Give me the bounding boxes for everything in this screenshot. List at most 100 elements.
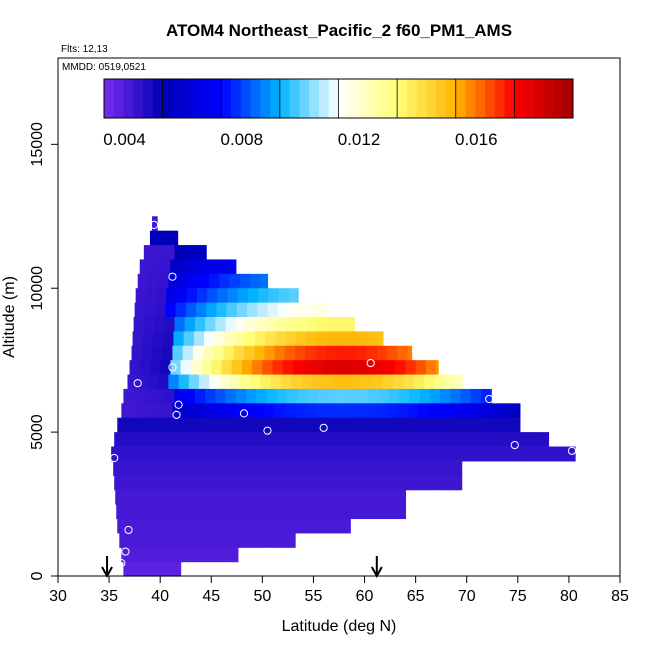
heatmap-cell: [184, 317, 196, 332]
colorbar-segment: [416, 79, 427, 118]
heatmap-cell: [290, 374, 302, 390]
y-axis-label: Altitude (m): [1, 276, 18, 358]
heatmap-cell: [530, 446, 541, 462]
heatmap-cell: [258, 489, 270, 505]
heatmap-cell: [158, 417, 169, 433]
heatmap-cell: [328, 475, 340, 491]
heatmap-cell: [321, 417, 333, 433]
heatmap-cell: [515, 417, 521, 433]
heatmap-cell: [252, 532, 263, 548]
heatmap-cell: [370, 489, 382, 505]
colorbar-segment: [133, 79, 144, 118]
colorbar-segment: [309, 79, 320, 118]
colorbar-segment: [123, 79, 134, 118]
colorbar-segment: [279, 79, 291, 118]
heatmap-cell: [182, 547, 194, 563]
heatmap-cell: [158, 518, 169, 534]
colorbar-segment: [387, 79, 398, 118]
heatmap-cell: [374, 360, 386, 376]
heatmap-cell: [495, 417, 507, 433]
heatmap-cell: [211, 360, 223, 376]
heatmap-cell: [335, 345, 347, 361]
heatmap-cell: [400, 432, 412, 448]
heatmap-cell: [113, 460, 124, 476]
heatmap-cell: [288, 288, 299, 304]
heatmap-cell: [348, 317, 355, 332]
heatmap-cell: [125, 489, 137, 505]
heatmap-cell: [137, 273, 149, 289]
heatmap-cell: [149, 259, 161, 275]
x-tick-label: 50: [253, 588, 271, 605]
heatmap-cell: [135, 288, 147, 304]
heatmap-cell: [280, 374, 292, 390]
heatmap-cell: [114, 432, 126, 448]
colorbar-segment: [162, 79, 173, 118]
heatmap-cell: [429, 460, 441, 476]
colorbar-segment: [543, 79, 554, 118]
heatmap-cell: [233, 547, 239, 563]
heatmap-cell: [331, 518, 343, 534]
heatmap-cell: [368, 388, 380, 404]
heatmap-cell: [410, 475, 422, 491]
heatmap-cell: [172, 446, 184, 462]
heatmap-cell: [227, 288, 239, 304]
heatmap-cell: [145, 288, 157, 304]
heatmap-cell: [287, 302, 299, 318]
heatmap-cell: [166, 288, 178, 304]
heatmap-cell: [325, 403, 337, 419]
heatmap-cell: [194, 317, 206, 332]
heatmap-cell: [175, 432, 187, 448]
heatmap-cell: [315, 403, 327, 419]
heatmap-cell: [325, 446, 337, 462]
colorbar-segment: [191, 79, 203, 118]
heatmap-cell: [307, 460, 319, 476]
heatmap-cell: [168, 374, 180, 390]
heatmap-cell: [207, 288, 219, 304]
heatmap-cell: [420, 432, 432, 448]
heatmap-cell: [410, 432, 422, 448]
heatmap-cell: [121, 403, 133, 419]
heatmap-cell: [248, 288, 259, 304]
x-axis: 30 35 40 45 50 55 60 65 70 75 80 85: [49, 576, 629, 605]
sample-point: [124, 525, 133, 535]
heatmap-cell: [145, 489, 157, 505]
heatmap-cell: [174, 460, 186, 476]
heatmap-cell: [358, 460, 370, 476]
heatmap-cell: [308, 475, 320, 491]
heatmap-cell: [168, 417, 180, 433]
heatmap-cell: [441, 432, 452, 448]
heatmap-cell: [163, 331, 175, 347]
heatmap-cell: [124, 475, 136, 491]
heatmap-cell: [307, 388, 319, 404]
heatmap-cell: [330, 504, 342, 520]
sample-point: [485, 394, 494, 404]
heatmap-cell: [382, 374, 394, 390]
heatmap-cell: [403, 374, 415, 390]
heatmap-cell: [419, 388, 431, 404]
colorbar-segment: [143, 79, 154, 118]
heatmap-cell: [364, 360, 376, 376]
heatmap-cell: [425, 360, 437, 376]
sample-point: [117, 558, 126, 568]
heatmap-cell: [201, 259, 212, 275]
heatmap-cell: [255, 331, 267, 347]
heatmap-cell: [152, 403, 163, 419]
heatmap-cell: [152, 345, 163, 361]
heatmap-cell: [131, 345, 143, 361]
heatmap-cell: [300, 504, 311, 520]
heatmap-cell: [201, 360, 212, 376]
colorbar-segment: [299, 79, 310, 118]
heatmap-cell: [474, 417, 486, 433]
heatmap-cell: [241, 360, 253, 376]
y-tick-label: 10000: [29, 266, 46, 311]
heatmap-cell: [378, 388, 390, 404]
heatmap-cell: [219, 417, 231, 433]
heatmap-cell: [254, 345, 266, 361]
heatmap-cell: [223, 547, 235, 563]
heatmap-cell: [147, 273, 159, 289]
colorbar-segment: [406, 79, 418, 118]
heatmap-cell: [164, 245, 176, 261]
heatmap-cell: [268, 288, 280, 304]
heatmap-cell: [327, 388, 339, 404]
heatmap-cell: [142, 331, 154, 347]
